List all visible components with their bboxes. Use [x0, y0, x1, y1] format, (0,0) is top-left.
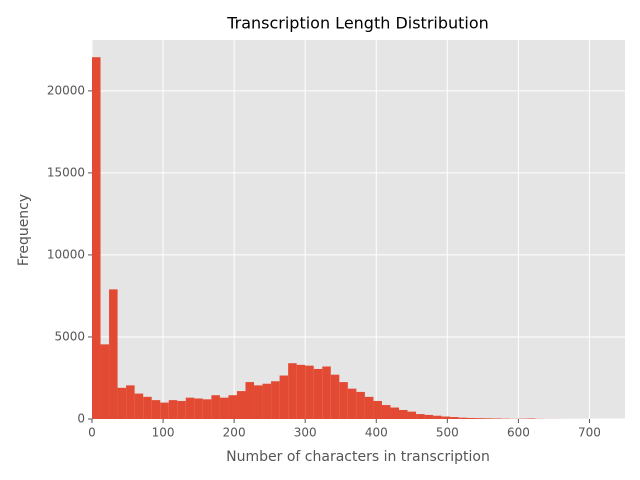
- bar: [160, 402, 169, 419]
- bar: [126, 385, 135, 419]
- y-tick-label: 5000: [54, 329, 85, 343]
- x-tick-label: 600: [507, 426, 530, 440]
- bar: [424, 414, 434, 419]
- bar: [117, 387, 127, 419]
- x-tick-label: 500: [436, 426, 459, 440]
- bar: [185, 397, 195, 419]
- x-tick-label: 300: [294, 426, 317, 440]
- bar: [381, 405, 391, 419]
- bar: [305, 365, 314, 419]
- bar: [279, 375, 289, 419]
- bar: [347, 388, 357, 419]
- x-tick-label: 700: [578, 426, 601, 440]
- bar: [296, 364, 306, 419]
- y-axis-label: Frequency: [16, 194, 32, 266]
- bar: [143, 396, 152, 419]
- bar: [236, 391, 246, 419]
- bar: [373, 400, 382, 419]
- bar: [151, 400, 161, 419]
- y-tick-label: 15000: [47, 165, 85, 179]
- bar: [100, 344, 110, 419]
- x-tick-label: 400: [365, 426, 388, 440]
- bar: [271, 381, 280, 419]
- bar: [245, 382, 255, 419]
- bar: [450, 417, 459, 419]
- bar: [484, 418, 493, 419]
- bar: [330, 374, 340, 419]
- bar: [288, 363, 297, 419]
- bar: [254, 385, 263, 419]
- bar: [467, 418, 476, 419]
- bar: [313, 368, 323, 419]
- y-tick-label: 10000: [47, 247, 85, 261]
- bar: [219, 397, 229, 419]
- bar: [356, 391, 365, 419]
- x-tick-label: 0: [88, 426, 96, 440]
- bar: [262, 383, 272, 419]
- x-tick-label: 100: [152, 426, 175, 440]
- bar: [339, 382, 348, 419]
- bar: [177, 400, 186, 419]
- bar: [416, 414, 425, 419]
- bar: [168, 400, 178, 419]
- bar: [211, 395, 220, 419]
- bar: [441, 416, 451, 419]
- plot-area: [92, 40, 625, 419]
- bar: [228, 395, 237, 419]
- x-axis-label: Number of characters in transcription: [226, 449, 490, 465]
- x-tick-label: 200: [223, 426, 246, 440]
- bar: [134, 393, 144, 419]
- bar: [399, 409, 408, 419]
- chart-title: Transcription Length Distribution: [226, 14, 489, 33]
- bar: [194, 398, 203, 419]
- bar: [475, 418, 485, 419]
- bar: [92, 57, 101, 420]
- bar: [322, 366, 331, 419]
- y-tick-label: 0: [77, 412, 85, 426]
- bar: [109, 289, 118, 419]
- bar: [202, 399, 212, 419]
- y-tick-label: 20000: [47, 83, 85, 97]
- bar: [407, 411, 417, 419]
- bar: [433, 415, 442, 419]
- bar: [390, 407, 400, 419]
- bar: [458, 417, 468, 419]
- bar: [364, 396, 374, 419]
